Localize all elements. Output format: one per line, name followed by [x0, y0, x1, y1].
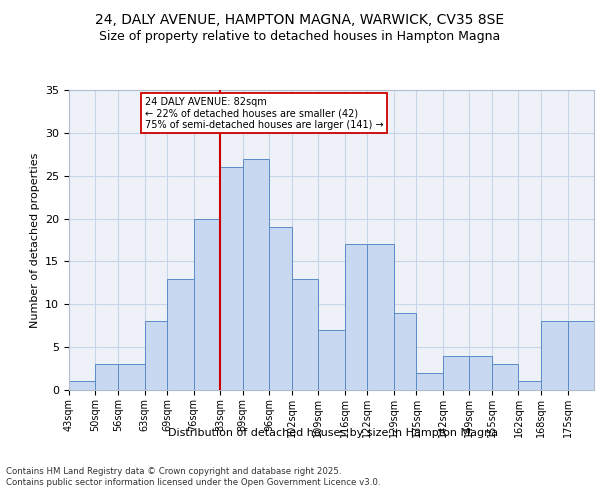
Bar: [518, 382, 541, 390]
Bar: [95, 364, 118, 390]
Bar: [220, 167, 243, 390]
Bar: [367, 244, 394, 390]
Bar: [492, 364, 518, 390]
Bar: [443, 356, 469, 390]
Bar: [318, 330, 345, 390]
Bar: [469, 356, 492, 390]
Bar: [568, 322, 594, 390]
Bar: [416, 373, 443, 390]
Text: 24 DALY AVENUE: 82sqm
← 22% of detached houses are smaller (42)
75% of semi-deta: 24 DALY AVENUE: 82sqm ← 22% of detached …: [145, 97, 383, 130]
Text: Size of property relative to detached houses in Hampton Magna: Size of property relative to detached ho…: [100, 30, 500, 43]
Bar: [541, 322, 568, 390]
Bar: [167, 278, 194, 390]
Bar: [145, 322, 167, 390]
Text: Distribution of detached houses by size in Hampton Magna: Distribution of detached houses by size …: [168, 428, 498, 438]
Bar: [292, 278, 318, 390]
Bar: [118, 364, 145, 390]
Bar: [394, 313, 416, 390]
Bar: [345, 244, 367, 390]
Bar: [269, 227, 292, 390]
Bar: [69, 382, 95, 390]
Bar: [194, 218, 220, 390]
Text: Contains HM Land Registry data © Crown copyright and database right 2025.
Contai: Contains HM Land Registry data © Crown c…: [6, 468, 380, 487]
Y-axis label: Number of detached properties: Number of detached properties: [29, 152, 40, 328]
Text: 24, DALY AVENUE, HAMPTON MAGNA, WARWICK, CV35 8SE: 24, DALY AVENUE, HAMPTON MAGNA, WARWICK,…: [95, 12, 505, 26]
Bar: [243, 158, 269, 390]
